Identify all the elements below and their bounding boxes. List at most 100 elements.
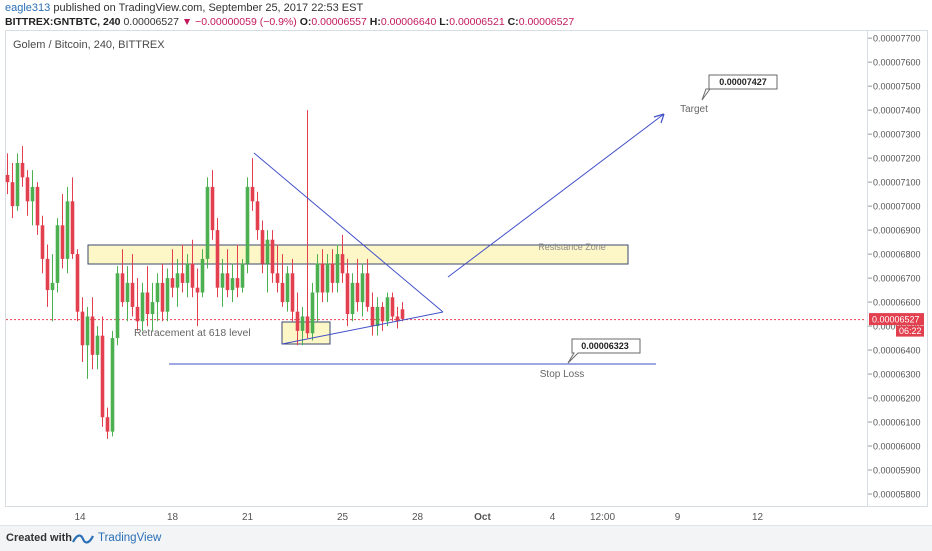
x-tick-label: 14 xyxy=(74,512,86,523)
x-tick-label: Oct xyxy=(474,512,491,523)
candle-body xyxy=(95,335,100,355)
y-tick-label: 0.00006800 xyxy=(873,250,921,260)
y-tick-label: 0.00006000 xyxy=(873,442,921,452)
y-tick-label: 0.00006600 xyxy=(873,298,921,308)
candle-body xyxy=(160,282,165,312)
tradingview-brand-link[interactable]: TradingView xyxy=(98,532,162,544)
tradingview-logo-icon xyxy=(72,534,94,544)
candle-body xyxy=(135,306,140,322)
open-label: O: xyxy=(299,16,312,28)
chart-canvas[interactable]: 14 18 21 25 28 Oct 4 12:00 9 12 0.00007700 0.000076… xyxy=(0,0,932,525)
y-tick-label: 0.00007300 xyxy=(873,130,921,140)
candle-body xyxy=(115,273,120,339)
target-arrow-line xyxy=(447,113,665,278)
price-scale[interactable] xyxy=(868,30,928,507)
candle-body xyxy=(75,254,80,312)
x-tick-label: 12:00 xyxy=(590,512,615,523)
chart-title: Golem / Bitcoin, 240, BITTREX xyxy=(13,39,165,51)
candle-body xyxy=(205,186,210,259)
current-price-tag xyxy=(869,313,924,326)
candle-body xyxy=(50,282,55,291)
chart-pane[interactable] xyxy=(5,30,868,507)
candle-body xyxy=(275,273,280,283)
candle-body xyxy=(285,273,290,303)
candle-body xyxy=(185,263,190,283)
triangle-upper-line xyxy=(253,152,444,313)
candle-body xyxy=(80,311,85,346)
footer-bar: Created with TradingView xyxy=(0,525,932,551)
candle-body xyxy=(310,292,315,334)
symbol-label: BITTREX:GNTBTC, 240 xyxy=(5,16,121,28)
chart-header: eagle313 published on TradingView.com, S… xyxy=(0,0,932,30)
created-with-label: Created with xyxy=(6,532,73,544)
candle-body xyxy=(355,282,360,303)
candle-body xyxy=(195,287,200,293)
y-tick-label: 0.00007000 xyxy=(873,202,921,212)
publish-info: published on TradingView.com, September … xyxy=(53,2,364,14)
candle-body xyxy=(35,186,40,226)
target-callout-box xyxy=(701,74,778,101)
y-tick-label: 0.00006300 xyxy=(873,370,921,380)
last-price: 0.00006527 xyxy=(123,16,179,28)
resistance-zone-label: Resistance Zone xyxy=(538,242,606,252)
candle-body xyxy=(120,273,125,303)
low-label: L: xyxy=(439,16,450,28)
open-value: 0.00006557 xyxy=(311,16,367,28)
candle-body xyxy=(155,282,160,303)
candle-body xyxy=(65,201,70,259)
candle-body xyxy=(325,263,330,293)
symbol-line: BITTREX:GNTBTC, 240 0.00006527 ▼ −0.0000… xyxy=(5,16,574,28)
candle-body xyxy=(375,306,380,327)
x-tick-label: 12 xyxy=(752,512,764,523)
candle-body xyxy=(165,278,170,312)
candle-body xyxy=(100,335,105,418)
candle-body xyxy=(235,278,240,288)
candle-body xyxy=(85,316,90,346)
x-tick-label: 28 xyxy=(412,512,424,523)
candle-body xyxy=(130,282,135,307)
candle-body xyxy=(25,177,30,202)
close-value: 0.00006527 xyxy=(518,16,575,28)
y-tick-label: 0.00005800 xyxy=(873,490,921,500)
y-tick-label: 0.00007200 xyxy=(873,154,921,164)
candle-body xyxy=(140,292,145,322)
candle-body xyxy=(215,230,220,288)
y-tick-label: 0.00007400 xyxy=(873,106,921,116)
target-label: Target xyxy=(680,104,708,115)
triangle-lower-line xyxy=(281,311,444,345)
candle-body xyxy=(395,316,400,322)
candle-body xyxy=(240,263,245,288)
y-tick-label: 0.00006100 xyxy=(873,418,921,428)
current-price-tag-label: 0.00006527 xyxy=(872,315,920,325)
y-tick-label: 0.00005900 xyxy=(873,466,921,476)
candle-timer-label: 06:22 xyxy=(899,326,922,336)
candle-body xyxy=(385,297,390,322)
candle-body xyxy=(175,273,180,288)
candle-body xyxy=(260,230,265,264)
candle-body xyxy=(180,273,185,283)
candle-body xyxy=(45,258,50,291)
y-tick-label: 0.00006700 xyxy=(873,274,921,284)
candle-body xyxy=(265,239,270,264)
x-tick-label: 4 xyxy=(550,512,556,523)
candle-body xyxy=(290,273,295,312)
publish-line: eagle313 published on TradingView.com, S… xyxy=(5,2,363,14)
candle-body xyxy=(5,174,10,183)
candle-body xyxy=(345,273,350,315)
candle-body xyxy=(60,225,65,259)
candle-body xyxy=(15,162,20,207)
candle-body xyxy=(305,316,310,334)
author-link[interactable]: eagle313 xyxy=(5,2,51,14)
target-arrowhead-icon xyxy=(653,113,665,124)
candle-body xyxy=(280,282,285,303)
candle-body xyxy=(250,186,255,202)
y-tick-label: 0.00007700 xyxy=(873,34,921,44)
candle-body xyxy=(340,254,345,274)
candle-body xyxy=(110,338,115,432)
candle-body xyxy=(400,309,405,319)
high-label: H: xyxy=(369,16,381,28)
candle-body xyxy=(315,263,320,293)
candle-body xyxy=(255,201,260,231)
candle-body xyxy=(170,278,175,288)
down-arrow-icon: ▼ xyxy=(181,16,193,28)
